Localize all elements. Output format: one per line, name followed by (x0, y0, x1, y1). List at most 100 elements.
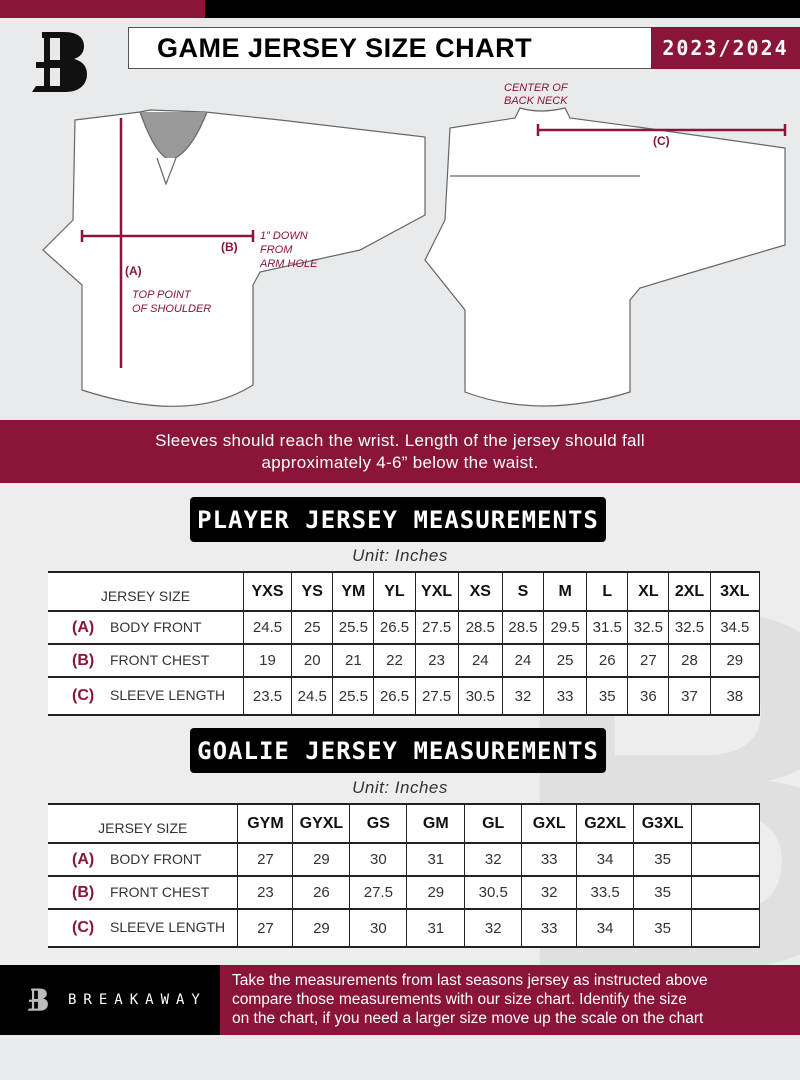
table-cell: 27 (237, 842, 294, 877)
size-column-header: M (543, 571, 588, 612)
measure-name: SLEEVE LENGTH (110, 919, 226, 935)
size-column-header (691, 803, 760, 844)
table-row: (A) BODY FRONT 27 29 30 31 32 33 34 35 (48, 842, 760, 877)
table-cell: 27 (627, 643, 670, 678)
table-cell (691, 842, 760, 877)
table-cell: 24 (501, 643, 545, 678)
table-header-row: JERSEY SIZE GYM GYXL GS GM GL GXL G2XL G3XL (48, 803, 760, 844)
footer-brand: BREAKAWAY (0, 965, 220, 1035)
table-cell: 31 (406, 842, 466, 877)
table-cell: 24.5 (242, 610, 293, 645)
table-cell: 26.5 (373, 610, 416, 645)
table-cell: 35 (586, 676, 629, 716)
goalie-unit-label: Unit: Inches (352, 778, 448, 797)
size-column-header: 3XL (709, 571, 761, 612)
row-label: (C) SLEEVE LENGTH (48, 908, 239, 948)
brand-name: BREAKAWAY (68, 992, 207, 1008)
table-cell: 31.5 (586, 610, 629, 645)
table-cell: 23 (237, 875, 294, 910)
table-row: (B) FRONT CHEST 19 20 21 22 23 24 24 25 26 27 28 29 (48, 643, 761, 678)
size-column-header: GYXL (292, 803, 351, 844)
table-cell: 30.5 (464, 875, 523, 910)
note-line: compare those measurements with our size… (232, 991, 687, 1008)
table-cell: 32 (464, 842, 523, 877)
table-cell: 35 (633, 842, 693, 877)
table-cell: 28 (668, 643, 711, 678)
size-column-header: 2XL (668, 571, 711, 612)
size-column-header: YM (332, 571, 375, 612)
size-column-header: G2XL (576, 803, 635, 844)
player-size-table: JERSEY SIZE YXS YS YM YL YXL XS S M L XL 2XL 3XL (A) B… (48, 571, 761, 716)
measure-code: (A) (72, 850, 95, 868)
size-column-header: XL (627, 571, 670, 612)
table-cell: 27.5 (414, 610, 459, 645)
front-jersey-icon (42, 109, 426, 407)
table-cell: 34 (576, 842, 635, 877)
instruction-line: Sleeves should reach the wrist. Length o… (155, 431, 645, 450)
table-cell: 29 (406, 875, 466, 910)
table-cell: 28.5 (501, 610, 545, 645)
note-line: TOP POINT (132, 289, 191, 301)
size-column-header: GYM (237, 803, 294, 844)
season-label: 2023/2024 (651, 27, 800, 69)
instruction-line: approximately 4-6” below the waist. (261, 453, 539, 472)
note-line: 1” DOWN (260, 230, 308, 242)
size-column-header: GS (349, 803, 408, 844)
center-back-neck-note: CENTER OF BACK NECK (504, 82, 568, 108)
measure-code: (B) (72, 883, 95, 901)
label-a: (A) (125, 264, 142, 278)
table-cell: 32.5 (627, 610, 670, 645)
table-cell: 26 (292, 875, 351, 910)
table-cell: 36 (627, 676, 670, 716)
size-column-header: XS (457, 571, 503, 612)
note-line: BACK NECK (504, 95, 568, 107)
table-cell: 27 (237, 908, 294, 948)
measure-name: FRONT CHEST (110, 883, 210, 900)
table-cell: 27.5 (349, 875, 408, 910)
size-header: JERSEY SIZE (48, 571, 244, 612)
table-cell: 35 (633, 908, 693, 948)
page-title: GAME JERSEY SIZE CHART (128, 27, 652, 69)
table-cell: 29.5 (543, 610, 588, 645)
row-label: (A) BODY FRONT (48, 842, 239, 877)
shoulder-note: TOP POINT OF SHOULDER (132, 288, 211, 316)
size-column-header: YXL (414, 571, 459, 612)
jersey-diagram (42, 107, 787, 407)
table-cell: 38 (709, 676, 761, 716)
player-unit-label: Unit: Inches (352, 546, 448, 565)
size-column-header: GL (464, 803, 523, 844)
table-cell: 30 (349, 908, 408, 948)
measure-code: (C) (72, 687, 95, 704)
table-cell: 24.5 (291, 676, 334, 716)
size-column-header: G3XL (633, 803, 693, 844)
table-cell (691, 908, 760, 948)
table-cell: 26.5 (373, 676, 416, 716)
note-line: CENTER OF (504, 82, 568, 94)
size-column-header: S (501, 571, 545, 612)
label-c: (C) (653, 134, 670, 148)
table-header-row: JERSEY SIZE YXS YS YM YL YXL XS S M L XL 2XL 3XL (48, 571, 761, 612)
note-line: ARM HOLE (260, 258, 318, 270)
back-jersey-icon (424, 107, 786, 407)
table-cell: 29 (709, 643, 761, 678)
size-column-header: L (586, 571, 629, 612)
table-cell (691, 875, 760, 910)
table-cell: 23.5 (242, 676, 293, 716)
table-cell: 33.5 (576, 875, 635, 910)
row-label: (C) SLEEVE LENGTH (48, 676, 244, 716)
measure-name: BODY FRONT (110, 618, 202, 635)
footer-note: Take the measurements from last seasons … (220, 965, 800, 1035)
table-row: (C) SLEEVE LENGTH 27 29 30 31 32 33 34 35 (48, 908, 760, 948)
table-cell: 29 (292, 842, 351, 877)
table-cell: 37 (668, 676, 711, 716)
table-cell: 33 (521, 908, 578, 948)
row-label: (B) FRONT CHEST (48, 643, 244, 678)
top-accent-bar (0, 0, 205, 18)
table-cell: 32.5 (668, 610, 711, 645)
breakaway-logo-small (27, 988, 48, 1011)
table-cell: 20 (291, 643, 334, 678)
table-cell: 25.5 (332, 610, 375, 645)
table-cell: 34.5 (709, 610, 761, 645)
table-cell: 30.5 (457, 676, 503, 716)
table-cell: 24 (457, 643, 503, 678)
